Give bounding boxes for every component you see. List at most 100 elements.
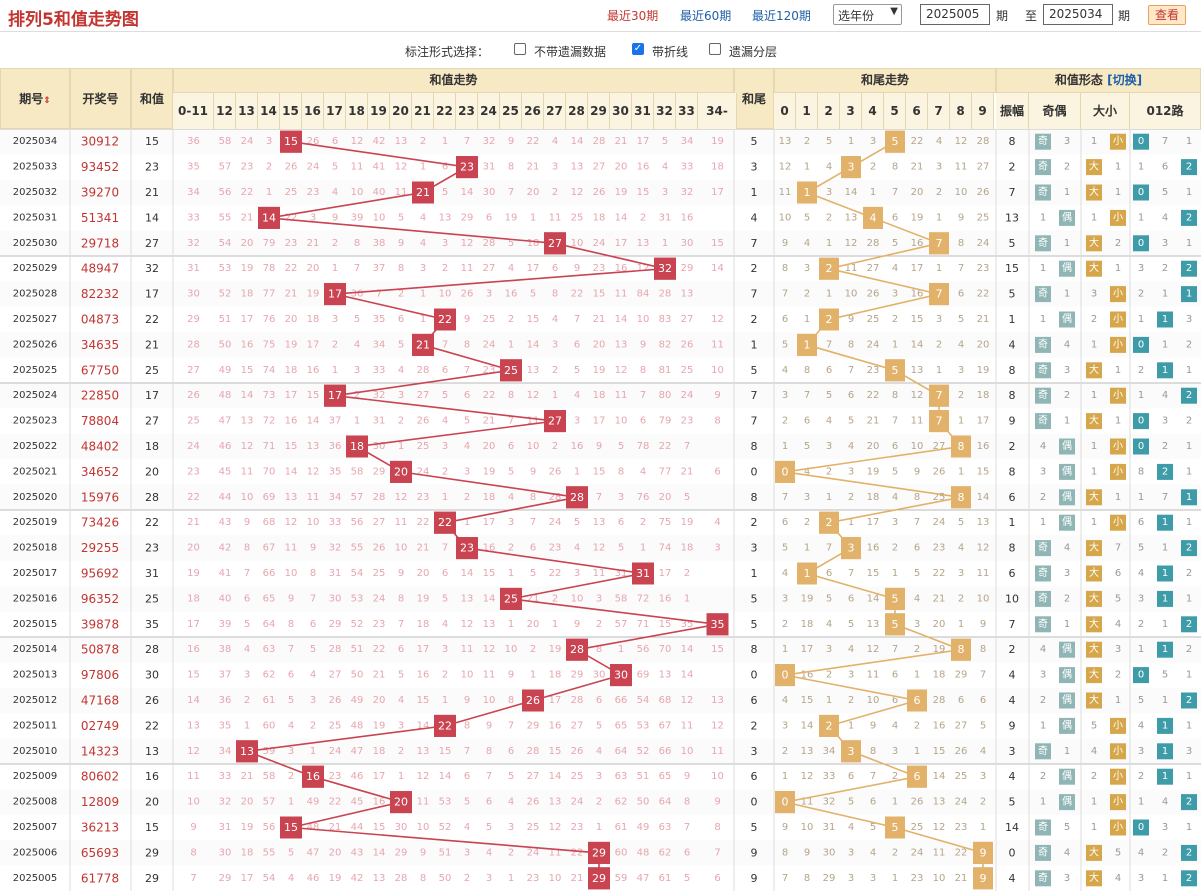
sum-miss-cell: 13 — [637, 238, 650, 249]
bigsmall-tag — [1110, 133, 1126, 150]
tail-miss-cell: 25 — [933, 492, 946, 503]
sum-hit-ball — [544, 232, 566, 255]
nav-recent-120[interactable]: 最近120期 — [752, 9, 811, 23]
tail-miss-cell: 5 — [826, 593, 832, 604]
nav-recent-30[interactable]: 最近30期 — [607, 9, 659, 23]
route-miss: 4 — [1138, 720, 1144, 731]
sum-miss-cell: 18 — [187, 593, 200, 604]
oddeven-miss: 1 — [1040, 263, 1046, 274]
to-period-input[interactable]: 2025034 — [1043, 4, 1113, 25]
sum-miss-cell: 5 — [530, 568, 536, 579]
sort-icon[interactable]: ⇕ — [43, 96, 51, 106]
tail-miss-cell: 11 — [801, 797, 814, 808]
route-tag — [1181, 692, 1197, 709]
route-miss: 5 — [1138, 695, 1144, 706]
col-period[interactable]: 期号⇕ — [0, 68, 70, 129]
tail-miss-cell: 7 — [980, 670, 986, 681]
sum-miss-cell: 24 — [483, 339, 496, 350]
tail-miss-cell: 13 — [977, 517, 990, 528]
col-period-label: 期号 — [19, 92, 44, 106]
oddeven-tag-label: 偶 — [1062, 312, 1072, 325]
sum-hit-label: 18 — [350, 440, 364, 453]
sum-cell: 14 — [145, 211, 159, 224]
sum-miss-cell: 18 — [241, 289, 254, 300]
sum-cell: 15 — [145, 821, 159, 834]
route-miss: 1 — [1138, 644, 1144, 655]
col-tail: 和尾 — [734, 68, 774, 129]
nav-recent-60[interactable]: 最近60期 — [680, 9, 732, 23]
sum-miss-cell: 12 — [285, 517, 298, 528]
tail-miss-cell: 11 — [933, 847, 946, 858]
tail-miss-cell: 12 — [867, 644, 880, 655]
sum-miss-cell: 1 — [508, 873, 514, 884]
tail-miss-cell: 1 — [870, 187, 876, 198]
sum-miss-cell: 11 — [527, 416, 540, 427]
sum-miss-cell: 10 — [351, 187, 364, 198]
sum-miss-cell: 6 — [464, 390, 470, 401]
sum-col-27: 27 — [544, 93, 566, 129]
option-layer-checkbox[interactable] — [709, 43, 721, 55]
tail-hit-label: 2 — [826, 313, 833, 326]
sum-miss-cell: 3 — [552, 162, 558, 173]
period-cell: 2025027 — [13, 314, 58, 325]
sum-miss-cell: 42 — [351, 873, 364, 884]
sum-miss-cell: 9 — [398, 568, 404, 579]
sum-miss-cell: 5 — [684, 492, 690, 503]
tail-cell: 5 — [751, 364, 758, 377]
sum-miss-cell: 70 — [263, 466, 276, 477]
route-miss: 2 — [1186, 416, 1192, 427]
sum-miss-cell: 83 — [659, 314, 672, 325]
sum-miss-cell: 16 — [615, 263, 628, 274]
sum-miss-cell: 1 — [552, 619, 558, 630]
sum-miss-cell: 16 — [373, 797, 386, 808]
bigsmall-miss: 1 — [1115, 492, 1121, 503]
sum-miss-cell: 24 — [307, 162, 320, 173]
bigsmall-miss: 1 — [1091, 136, 1097, 147]
sum-miss-cell: 7 — [530, 517, 536, 528]
route-miss: 3 — [1162, 238, 1168, 249]
bigsmall-miss: 1 — [1091, 797, 1097, 808]
route-tag — [1181, 794, 1197, 811]
tail-miss-cell: 5 — [826, 390, 832, 401]
option-line-checkbox[interactable]: ✓ — [632, 43, 644, 55]
query-button[interactable]: 查看 — [1148, 5, 1186, 25]
sum-hit-label: 15 — [284, 135, 298, 148]
sum-miss-cell: 6 — [288, 670, 294, 681]
bigsmall-tag-label: 小 — [1113, 288, 1123, 300]
option-no-miss-checkbox[interactable] — [514, 43, 526, 55]
sum-miss-cell: 24 — [329, 746, 342, 757]
sum-miss-cell: 20 — [241, 797, 254, 808]
year-select[interactable]: 选年份 ▼ — [833, 4, 902, 25]
tail-miss-cell: 24 — [911, 847, 924, 858]
sum-miss-cell: 25 — [373, 568, 386, 579]
period-cell: 2025017 — [13, 568, 58, 579]
sum-miss-cell: 16 — [241, 339, 254, 350]
tail-hit-ball — [907, 689, 927, 712]
sum-miss-cell: 8 — [530, 492, 536, 503]
sum-miss-cell: 1 — [244, 720, 250, 731]
tail-cell: 8 — [751, 440, 758, 453]
sum-hit-label: 28 — [570, 491, 584, 504]
from-period-input[interactable]: 2025005 — [920, 4, 990, 25]
sum-miss-cell: 7 — [464, 746, 470, 757]
sum-miss-cell: 58 — [219, 136, 232, 147]
sum-col-25: 25 — [500, 93, 522, 129]
route-miss: 2 — [1138, 289, 1144, 300]
route-tag-label: 2 — [1186, 695, 1192, 706]
tail-miss-cell: 3 — [826, 187, 832, 198]
sum-miss-cell: 19 — [417, 593, 430, 604]
tail-miss-cell: 9 — [782, 238, 788, 249]
bigsmall-tag-label: 小 — [1113, 821, 1123, 833]
bigsmall-miss: 1 — [1091, 390, 1097, 401]
route-tag-label: 2 — [1186, 212, 1192, 223]
period-cell: 2025011 — [13, 720, 58, 731]
sum-miss-cell: 9 — [190, 822, 196, 833]
sum-miss-cell: 9 — [508, 670, 514, 681]
sum-miss-cell: 2 — [398, 416, 404, 427]
sum-miss-cell: 27 — [593, 162, 606, 173]
amplitude-cell: 7 — [1009, 186, 1016, 199]
sum-miss-cell: 25 — [417, 441, 430, 452]
sum-miss-cell: 63 — [615, 771, 628, 782]
switch-link[interactable]: [切换] — [1107, 73, 1143, 87]
bigsmall-tag — [1086, 641, 1102, 658]
